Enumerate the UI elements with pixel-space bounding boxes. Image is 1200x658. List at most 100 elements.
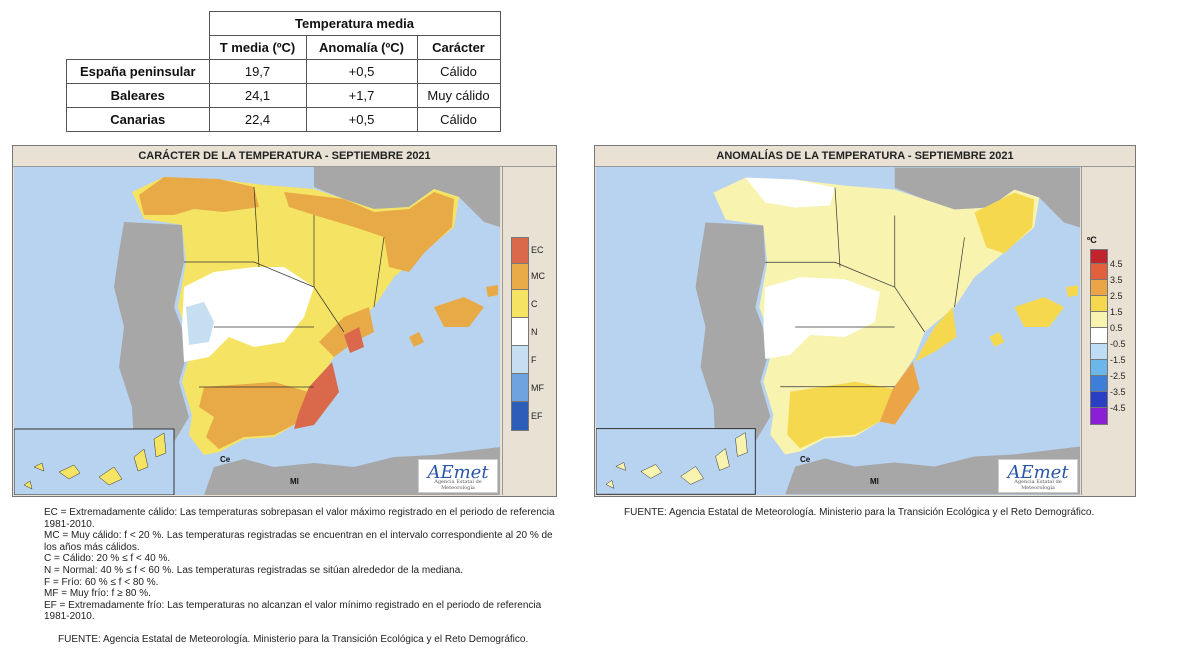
legend-label: -0.5 xyxy=(1110,339,1126,349)
caracter-map: Ce Ml AEmet Agencia Estatal de Meteorolo… xyxy=(14,167,500,495)
anomaly-zone-northeast xyxy=(974,192,1035,254)
anomaly-zone-southeast xyxy=(879,361,920,425)
source-note-left: FUENTE: Agencia Estatal de Meteorología.… xyxy=(58,634,529,645)
canarias-islands xyxy=(23,432,167,490)
baleares-menorca xyxy=(486,285,498,297)
normal-zone-center xyxy=(182,267,314,362)
canarias-islands xyxy=(605,432,748,489)
caracter-map-panel: CARÁCTER DE LA TEMPERATURA - SEPTIEMBRE … xyxy=(12,145,557,497)
region-cell: España peninsular xyxy=(66,59,210,84)
note-f: F = Frío: 60 % ≤ f < 80 %. xyxy=(44,576,159,588)
legend-label: EC xyxy=(531,245,544,255)
legend-swatch xyxy=(1090,407,1108,425)
legend-label: -1.5 xyxy=(1110,355,1126,365)
note-ef: EF = Extremadamente frío: Las temperatur… xyxy=(44,599,542,623)
caracter-cell: Cálido xyxy=(416,107,501,132)
region-borders xyxy=(184,186,385,388)
tmedia-cell: 19,7 xyxy=(208,59,307,84)
caracter-cell: Cálido xyxy=(416,59,501,84)
mc-zone-south xyxy=(199,382,309,449)
anomalia-cell: +0,5 xyxy=(305,59,418,84)
legend-label: MF xyxy=(531,383,544,393)
legend-notes: EC = Extremadamente cálido: Las temperat… xyxy=(44,507,564,623)
legend-unit: ºC xyxy=(1087,235,1097,245)
anomalias-map: Ce Ml AEmet Agencia Estatal de Meteorolo… xyxy=(596,167,1080,495)
ceuta-label: Ce xyxy=(220,455,231,464)
melilla-label: Ml xyxy=(290,477,299,486)
ec-zone-southeast xyxy=(294,362,339,429)
legend-label: MC xyxy=(531,271,545,281)
region-borders xyxy=(765,187,965,388)
column-header: Carácter xyxy=(416,35,501,60)
region-cell: Baleares xyxy=(66,83,210,108)
caracter-legend: EC MC C N F MF EF xyxy=(502,167,555,495)
anomalia-cell: +1,7 xyxy=(305,83,418,108)
anomaly-zone-south xyxy=(787,381,893,449)
mc-zone-north xyxy=(139,177,259,215)
portugal-land xyxy=(114,222,189,445)
region-cell: Canarias xyxy=(66,107,210,132)
tmedia-cell: 24,1 xyxy=(208,83,307,108)
legend-label: F xyxy=(531,355,537,365)
column-header: T media (ºC) xyxy=(208,35,307,60)
legend-label: 4.5 xyxy=(1110,259,1123,269)
anomaly-zone-east xyxy=(914,307,957,362)
legend-label: 3.5 xyxy=(1110,275,1123,285)
france-land xyxy=(894,167,1080,228)
column-header: Anomalía (ºC) xyxy=(305,35,418,60)
caracter-cell: Muy cálido xyxy=(416,83,501,108)
temperature-summary-table: Temperatura media T media (ºC) Anomalía … xyxy=(66,11,501,132)
canarias-inset xyxy=(14,428,175,495)
baleares-mallorca xyxy=(1014,297,1065,328)
anomaly-zone-normal-center xyxy=(763,277,880,359)
legend-label: N xyxy=(531,327,538,337)
table-row: España peninsular 19,7 +0,5 Cálido xyxy=(66,59,501,84)
ec-zone-valencia xyxy=(344,327,364,353)
legend-swatch-mf xyxy=(511,373,529,403)
note-n: N = Normal: 40 % ≤ f < 60 %. Las tempera… xyxy=(44,564,464,576)
baleares-ibiza xyxy=(409,332,424,347)
frio-zone-west xyxy=(186,302,214,345)
melilla-label: Ml xyxy=(870,477,879,486)
france-land xyxy=(314,167,500,227)
legend-label: -2.5 xyxy=(1110,371,1126,381)
legend-label: 0.5 xyxy=(1110,323,1123,333)
anomalia-cell: +0,5 xyxy=(305,107,418,132)
legend-swatch-f xyxy=(511,345,529,375)
legend-label: -3.5 xyxy=(1110,387,1126,397)
tmedia-cell: 22,4 xyxy=(208,107,307,132)
anomalias-legend: ºC 4.5 3.5 2.5 1.5 0.5 -0.5 -1.5 -2.5 -3… xyxy=(1081,167,1134,495)
legend-swatch-c xyxy=(511,289,529,319)
legend-swatch-ec xyxy=(511,237,529,265)
legend-label: C xyxy=(531,299,538,309)
legend-swatch-n xyxy=(511,317,529,347)
legend-label: 2.5 xyxy=(1110,291,1123,301)
note-c: C = Cálido: 20 % ≤ f < 40 %. xyxy=(44,553,171,565)
canarias-inset xyxy=(596,428,756,495)
table-row: Baleares 24,1 +1,7 Muy cálido xyxy=(66,83,501,108)
legend-label: 1.5 xyxy=(1110,307,1123,317)
mc-zone-east xyxy=(319,307,374,357)
note-mf: MF = Muy frío: f ≥ 80 %. xyxy=(44,588,151,600)
caracter-map-title: CARÁCTER DE LA TEMPERATURA - SEPTIEMBRE … xyxy=(13,146,556,167)
aemet-logo: AEmet Agencia Estatal de Meteorología xyxy=(418,459,498,493)
note-mc: MC = Muy cálido: f < 20 %. Las temperatu… xyxy=(44,530,553,553)
table-title: Temperatura media xyxy=(208,11,501,36)
anomalias-map-title: ANOMALÍAS DE LA TEMPERATURA - SEPTIEMBRE… xyxy=(595,146,1135,167)
legend-swatch-ef xyxy=(511,401,529,431)
mc-zone-northeast xyxy=(284,192,454,272)
anomaly-zone-north-white xyxy=(745,177,836,208)
note-ec: EC = Extremadamente cálido: Las temperat… xyxy=(44,507,555,530)
anomalias-map-panel: ANOMALÍAS DE LA TEMPERATURA - SEPTIEMBRE… xyxy=(594,145,1136,497)
legend-swatch-mc xyxy=(511,263,529,291)
aemet-logo: AEmet Agencia Estatal de Meteorología xyxy=(998,459,1078,493)
baleares-mallorca xyxy=(434,297,484,327)
table-row: Canarias 22,4 +0,5 Cálido xyxy=(66,107,501,132)
ceuta-label: Ce xyxy=(800,455,811,464)
portugal-land xyxy=(695,222,771,445)
legend-label: EF xyxy=(531,411,543,421)
source-note-right: FUENTE: Agencia Estatal de Meteorología.… xyxy=(624,507,1095,518)
baleares-ibiza xyxy=(989,331,1005,347)
spain-land xyxy=(713,177,1040,455)
baleares-menorca xyxy=(1066,285,1079,298)
